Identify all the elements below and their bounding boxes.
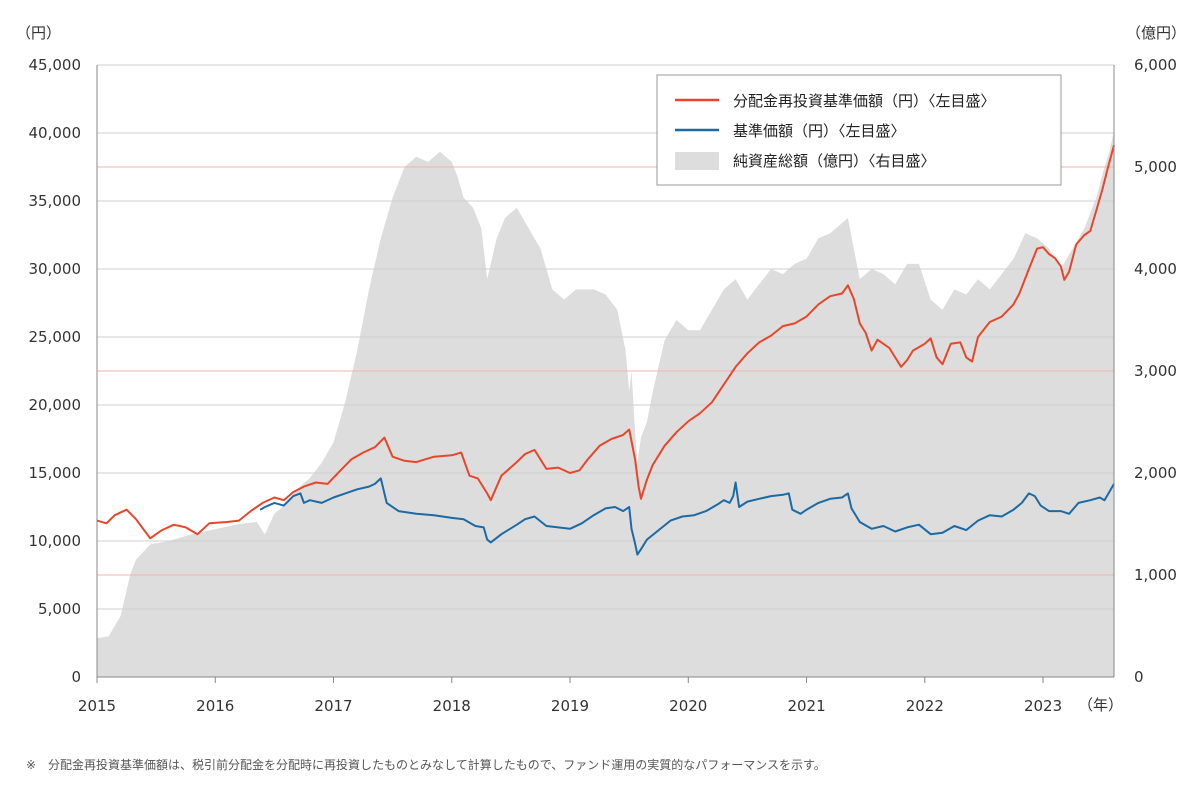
y-right-tick-2: 2,000 — [1134, 464, 1177, 482]
y-left-tick-2: 10,000 — [29, 532, 82, 550]
tick-labels: 0 5,000 10,000 15,000 20,000 25,000 30,000 35,0… — [29, 56, 1177, 715]
area-layer — [97, 131, 1114, 678]
y-left-tick-5: 25,000 — [29, 328, 82, 346]
y-right-tick-6: 6,000 — [1134, 56, 1177, 74]
y-left-tick-9: 45,000 — [29, 56, 82, 74]
x-tick-7: 2022 — [906, 697, 944, 715]
series-area-net-assets — [97, 131, 1114, 678]
y-left-tick-3: 15,000 — [29, 464, 82, 482]
legend-label-net-assets: 純資産総額（億円）〈右目盛〉 — [733, 152, 936, 170]
y-left-tick-0: 0 — [71, 668, 81, 686]
x-tick-3: 2018 — [433, 697, 471, 715]
nav-and-net-assets-chart: 0 5,000 10,000 15,000 20,000 25,000 30,000 35,0… — [16, 24, 1186, 715]
legend-label-reinvested-nav: 分配金再投資基準価額（円）〈左目盛〉 — [733, 92, 996, 110]
x-tick-1: 2016 — [196, 697, 234, 715]
x-tick-0: 2015 — [78, 697, 116, 715]
y-right-tick-0: 0 — [1134, 668, 1144, 686]
x-tick-6: 2021 — [787, 697, 825, 715]
y-right-tick-5: 5,000 — [1134, 158, 1177, 176]
axes — [96, 65, 1115, 678]
left-axis-unit: （円） — [16, 24, 61, 42]
x-axis-unit: （年） — [1078, 696, 1123, 714]
y-right-tick-3: 3,000 — [1134, 362, 1177, 380]
series-line-0 — [96, 144, 1115, 540]
line-layer — [96, 144, 1115, 556]
legend-box — [656, 74, 1062, 186]
y-left-tick-4: 20,000 — [29, 396, 82, 414]
x-tick-4: 2019 — [551, 697, 589, 715]
legend: 分配金再投資基準価額（円）〈左目盛〉 基準価額（円）〈左目盛〉 純資産総額（億円… — [656, 74, 1062, 186]
y-right-tick-1: 1,000 — [1134, 566, 1177, 584]
x-tick-8: 2023 — [1024, 697, 1062, 715]
x-tick-5: 2020 — [669, 697, 707, 715]
y-left-tick-6: 30,000 — [29, 260, 82, 278]
legend-swatch-net-assets — [675, 152, 719, 170]
x-tick-2: 2017 — [314, 697, 352, 715]
y-left-tick-8: 40,000 — [29, 124, 82, 142]
gridlines — [97, 64, 1114, 610]
footnote: ※ 分配金再投資基準価額は、税引前分配金を分配時に再投資したものとみなして計算し… — [26, 758, 826, 772]
y-right-tick-4: 4,000 — [1134, 260, 1177, 278]
y-left-tick-7: 35,000 — [29, 192, 82, 210]
y-left-tick-1: 5,000 — [38, 600, 81, 618]
right-axis-unit: （億円） — [1126, 24, 1186, 42]
legend-label-nav: 基準価額（円）〈左目盛〉 — [733, 122, 906, 140]
series-line-1 — [259, 477, 1115, 556]
